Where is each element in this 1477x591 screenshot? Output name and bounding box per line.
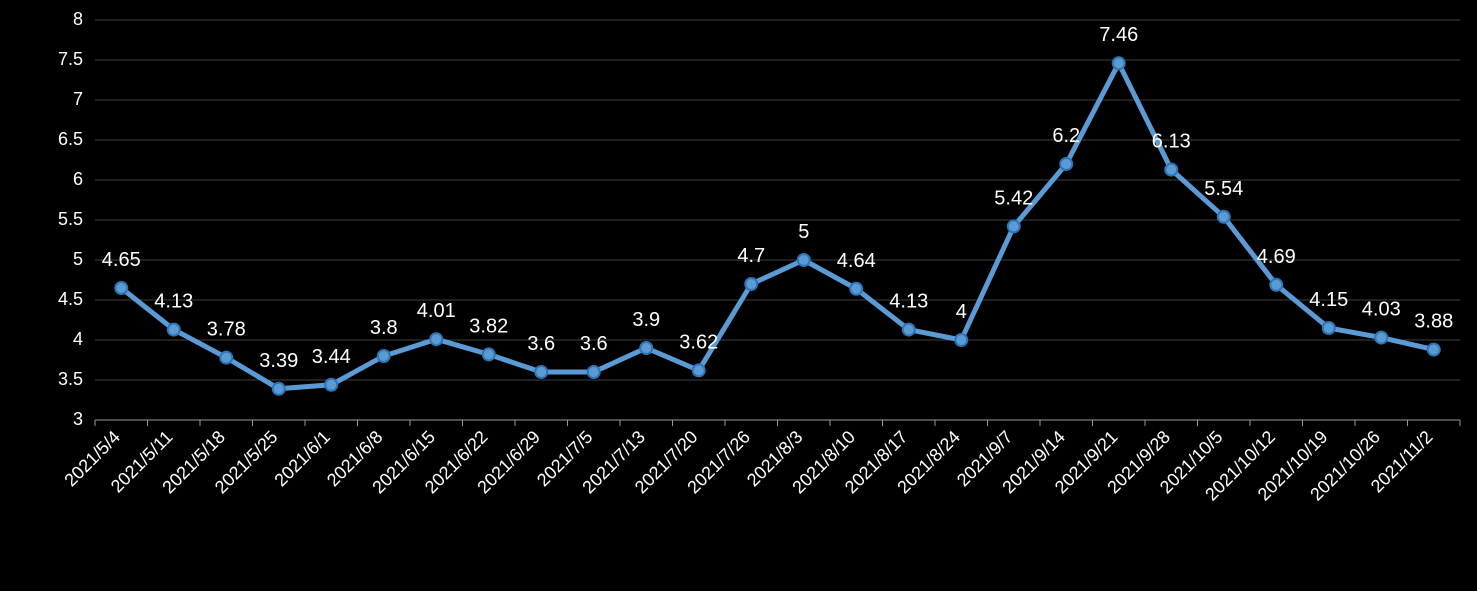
data-label: 5.42	[994, 187, 1033, 209]
data-marker	[378, 350, 390, 362]
y-tick-label: 3	[73, 409, 83, 429]
data-label: 7.46	[1099, 24, 1138, 46]
data-label: 3.6	[527, 333, 555, 355]
data-label: 4.69	[1257, 246, 1296, 268]
data-label: 4.64	[837, 250, 876, 272]
data-label: 3.78	[207, 319, 246, 341]
chart-container: 33.544.555.566.577.582021/5/42021/5/1120…	[0, 0, 1477, 591]
data-label: 3.6	[580, 333, 608, 355]
data-marker	[325, 379, 337, 391]
data-label: 3.82	[469, 315, 508, 337]
data-marker	[1218, 211, 1230, 223]
data-marker	[430, 333, 442, 345]
data-label: 6.13	[1152, 131, 1191, 153]
data-label: 4.01	[417, 300, 456, 322]
data-marker	[115, 282, 127, 294]
data-marker	[588, 366, 600, 378]
data-marker	[693, 364, 705, 376]
data-marker	[1375, 332, 1387, 344]
y-tick-label: 5	[73, 249, 83, 269]
y-tick-label: 6.5	[58, 129, 83, 149]
data-label: 6.2	[1052, 125, 1080, 147]
data-marker	[1113, 57, 1125, 69]
y-tick-label: 7	[73, 89, 83, 109]
data-marker	[1165, 164, 1177, 176]
data-label: 4.15	[1309, 289, 1348, 311]
data-label: 3.9	[632, 309, 660, 331]
data-marker	[1270, 279, 1282, 291]
y-tick-label: 5.5	[58, 209, 83, 229]
data-marker	[640, 342, 652, 354]
data-marker	[798, 254, 810, 266]
data-marker	[1008, 220, 1020, 232]
data-marker	[535, 366, 547, 378]
data-marker	[1428, 344, 1440, 356]
data-label: 3.88	[1414, 311, 1453, 333]
y-tick-label: 3.5	[58, 369, 83, 389]
data-label: 4.13	[154, 291, 193, 313]
data-marker	[955, 334, 967, 346]
data-marker	[1060, 158, 1072, 170]
y-tick-label: 4.5	[58, 289, 83, 309]
data-marker	[273, 383, 285, 395]
data-label: 3.8	[370, 317, 398, 339]
data-marker	[745, 278, 757, 290]
data-label: 3.62	[679, 331, 718, 353]
data-marker	[1323, 322, 1335, 334]
y-tick-label: 7.5	[58, 49, 83, 69]
data-label: 3.44	[312, 346, 351, 368]
y-tick-label: 4	[73, 329, 83, 349]
data-label: 4.7	[737, 245, 765, 267]
data-marker	[850, 283, 862, 295]
y-tick-label: 6	[73, 169, 83, 189]
y-tick-label: 8	[73, 9, 83, 29]
data-label: 4.65	[102, 249, 141, 271]
data-label: 4	[956, 301, 967, 323]
data-label: 4.03	[1362, 299, 1401, 321]
line-chart: 33.544.555.566.577.582021/5/42021/5/1120…	[0, 0, 1477, 591]
data-label: 5	[798, 221, 809, 243]
data-marker	[220, 352, 232, 364]
x-tick-label: 2021/6/1	[270, 427, 334, 491]
data-label: 3.39	[259, 350, 298, 372]
data-label: 4.13	[889, 291, 928, 313]
data-marker	[483, 348, 495, 360]
data-label: 5.54	[1204, 178, 1243, 200]
data-marker	[168, 324, 180, 336]
data-marker	[903, 324, 915, 336]
